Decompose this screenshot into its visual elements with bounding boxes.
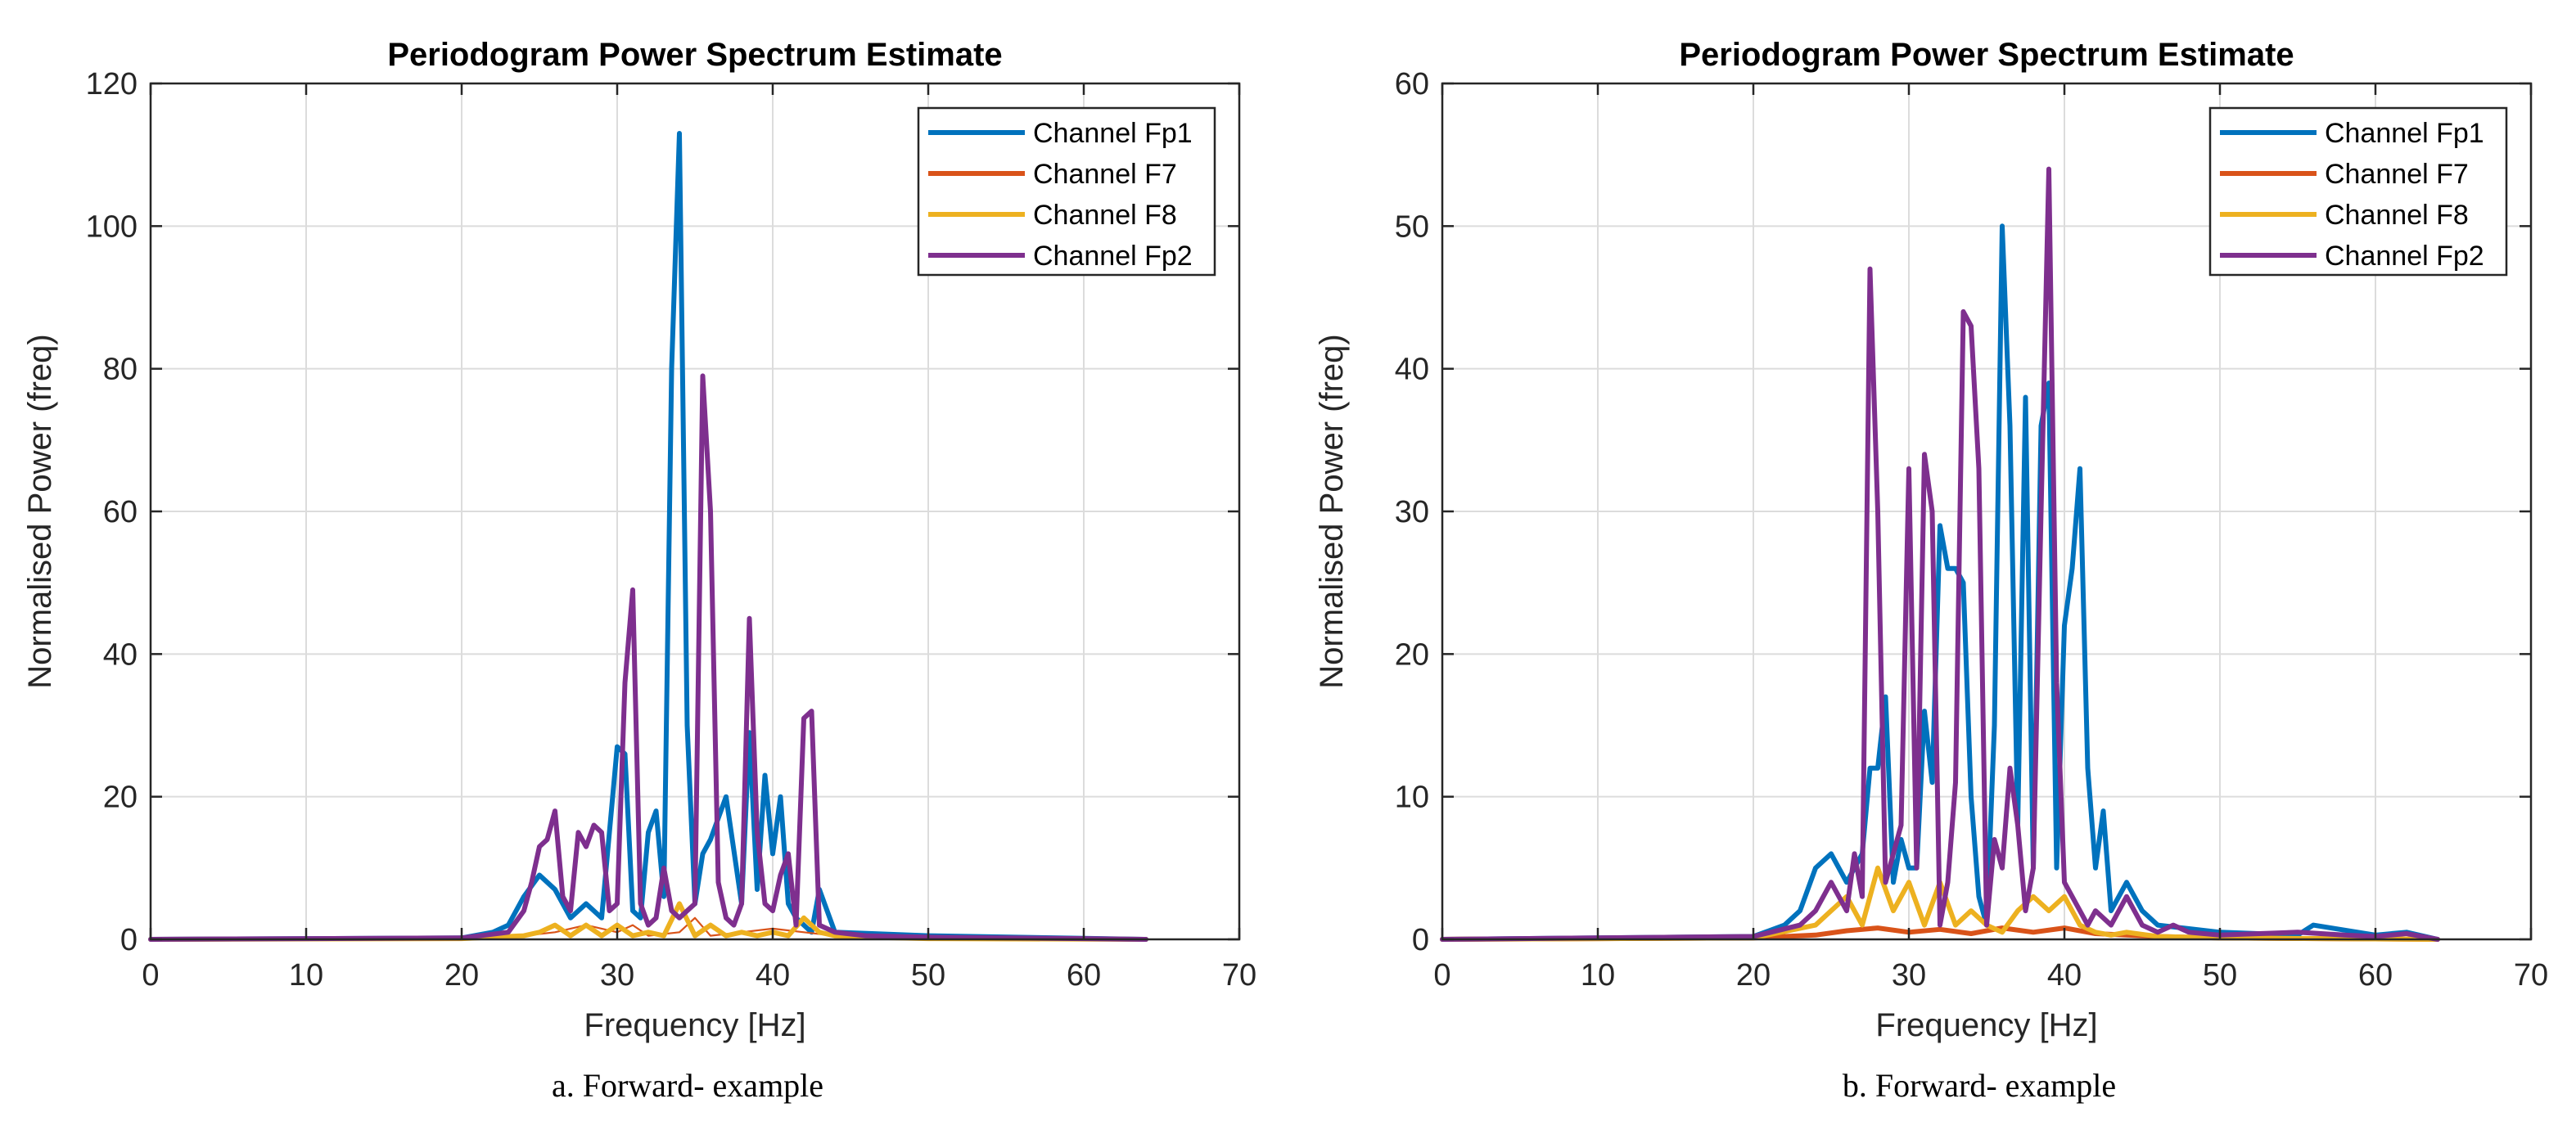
y-tick-label: 30	[1395, 495, 1429, 529]
x-axis-label: Frequency [Hz]	[1875, 1007, 2097, 1043]
legend-box	[917, 106, 1216, 277]
series-line-fp2	[148, 373, 1148, 942]
legend: Channel Fp1 Channel F7 Channel F8 Channel F…	[2208, 106, 2508, 277]
x-tick-label: 30	[600, 958, 634, 993]
x-tick-label: 20	[1736, 958, 1771, 993]
legend-label-f7: Channel F7	[1033, 159, 1177, 190]
y-tick-label: 20	[103, 781, 138, 815]
y-tick-label: 20	[1395, 637, 1429, 672]
y-tick-label: 0	[120, 923, 138, 957]
x-tick-label: 0	[1433, 958, 1450, 993]
y-tick-label: 120	[86, 67, 138, 101]
y-tick-label: 0	[1412, 923, 1429, 957]
x-tick-label: 10	[1581, 958, 1615, 993]
x-tick-label: 50	[911, 958, 945, 993]
y-tick-label: 50	[1395, 209, 1429, 244]
legend-label-fp1: Channel Fp1	[1033, 118, 1193, 149]
legend-label-f7: Channel F7	[2325, 159, 2469, 190]
legend-label-f8: Channel F8	[2325, 200, 2469, 231]
x-tick-label: 10	[289, 958, 323, 993]
chart-title: Periodogram Power Spectrum Estimate	[387, 37, 1002, 73]
y-tick-label: 60	[1395, 67, 1429, 101]
y-axis-label: Normalised Power (freq)	[22, 334, 58, 688]
legend-label-fp1: Channel Fp1	[2325, 118, 2484, 149]
chart-panel-1: 0 10 20 30 40 50 60 70 0 20 40 60 80 100 120 Periodogra…	[22, 37, 1256, 1104]
x-tick-label: 70	[2514, 958, 2548, 993]
chart-title: Periodogram Power Spectrum Estimate	[1679, 37, 2294, 73]
legend-label-fp2: Channel Fp2	[2325, 241, 2484, 272]
x-tick-label: 40	[756, 958, 790, 993]
y-tick-label: 40	[1395, 353, 1429, 387]
y-tick-label: 100	[86, 209, 138, 244]
y-tick-label: 10	[1395, 781, 1429, 815]
y-tick-label: 40	[103, 637, 138, 672]
y-tick-label: 60	[103, 495, 138, 529]
x-tick-label: 30	[1892, 958, 1926, 993]
x-tick-label: 70	[1222, 958, 1256, 993]
x-tick-label: 50	[2203, 958, 2237, 993]
figure-caption: b. Forward- example	[1843, 1067, 2116, 1104]
x-tick-label: 60	[2358, 958, 2393, 993]
x-tick-label: 20	[444, 958, 479, 993]
x-tick-label: 60	[1067, 958, 1101, 993]
y-axis-label: Normalised Power (freq)	[1314, 334, 1350, 688]
legend-label-fp2: Channel Fp2	[1033, 241, 1193, 272]
x-axis-label: Frequency [Hz]	[584, 1007, 805, 1043]
x-tick-label: 0	[142, 958, 159, 993]
legend-box	[2208, 106, 2508, 277]
chart-panel-2: 0 10 20 30 40 50 60 70 0 10 20 30 40 50 60 Periodogram …	[1314, 37, 2548, 1104]
legend: Channel Fp1 Channel F7 Channel F8 Channel F…	[917, 106, 1216, 277]
figure-caption: a. Forward- example	[552, 1067, 823, 1104]
x-tick-label: 40	[2047, 958, 2082, 993]
legend-label-f8: Channel F8	[1033, 200, 1177, 231]
y-tick-label: 80	[103, 353, 138, 387]
series-line-f8	[148, 901, 1148, 942]
series-line-fp1	[1440, 223, 2440, 942]
series-line-fp2	[1440, 166, 2440, 942]
